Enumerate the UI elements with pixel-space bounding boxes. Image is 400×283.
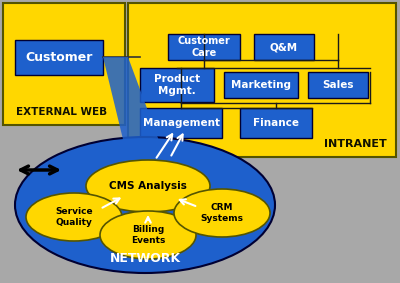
Ellipse shape <box>100 211 196 259</box>
FancyBboxPatch shape <box>240 108 312 138</box>
FancyBboxPatch shape <box>15 40 103 75</box>
Ellipse shape <box>26 193 122 241</box>
Text: Sales: Sales <box>322 80 354 90</box>
FancyBboxPatch shape <box>128 3 396 157</box>
FancyBboxPatch shape <box>224 72 298 98</box>
Polygon shape <box>103 57 165 160</box>
Text: Product
Mgmt.: Product Mgmt. <box>154 74 200 96</box>
FancyBboxPatch shape <box>308 72 368 98</box>
Text: NETWORK: NETWORK <box>110 252 180 265</box>
FancyBboxPatch shape <box>254 34 314 60</box>
Text: Customer: Customer <box>25 51 93 64</box>
Text: CRM
Systems: CRM Systems <box>200 203 244 223</box>
FancyBboxPatch shape <box>140 108 222 138</box>
Ellipse shape <box>174 189 270 237</box>
Text: Management: Management <box>142 118 220 128</box>
Text: Customer
Care: Customer Care <box>178 36 230 58</box>
Text: Service
Quality: Service Quality <box>55 207 93 227</box>
FancyBboxPatch shape <box>140 68 214 102</box>
Text: CMS Analysis: CMS Analysis <box>109 181 187 191</box>
Ellipse shape <box>15 137 275 273</box>
FancyBboxPatch shape <box>168 34 240 60</box>
Text: Marketing: Marketing <box>231 80 291 90</box>
Text: Finance: Finance <box>253 118 299 128</box>
Text: EXTERNAL WEB: EXTERNAL WEB <box>16 107 108 117</box>
FancyBboxPatch shape <box>3 3 125 125</box>
Ellipse shape <box>86 160 210 212</box>
Text: Q&M: Q&M <box>270 42 298 52</box>
Text: Billing
Events: Billing Events <box>131 225 165 245</box>
Text: INTRANET: INTRANET <box>324 139 386 149</box>
